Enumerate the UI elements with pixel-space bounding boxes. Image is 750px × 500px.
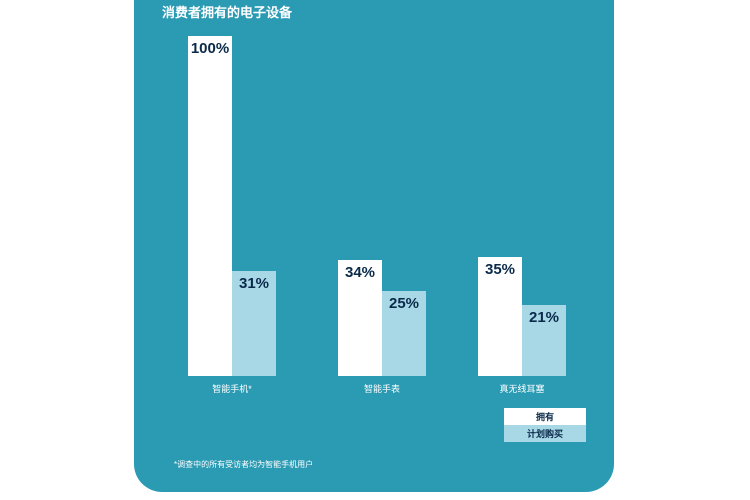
bar-chart: 100% 31% 智能手机* 34%25% 智能手表 35% 21% 真无线耳塞 (162, 35, 586, 395)
bar-value-label: 21% (522, 309, 566, 326)
category-label: 智能手表 (322, 382, 442, 395)
bar-value-label: 34% (338, 264, 382, 281)
bar-value-label: 31% (232, 275, 276, 292)
bars-container: 35% 21% (462, 36, 582, 376)
bars-container: 100% 31% (172, 36, 292, 376)
chart-card: 消费者拥有的电子设备 100% 31% 智能手机* 34%25% 智能手表 35% 21% 真… (134, 0, 614, 492)
bar-own: 100% (188, 36, 232, 376)
legend-item-plan: 计划购买 (504, 425, 586, 442)
bar-plan: 25% (382, 291, 426, 376)
chart-title: 消费者拥有的电子设备 (162, 2, 586, 21)
bar-value-label: 25% (382, 295, 426, 312)
category-label: 智能手机* (172, 382, 292, 395)
bars-container: 34%25% (322, 36, 442, 376)
bar-own: 35% (478, 257, 522, 376)
bar-own: 34% (338, 260, 382, 376)
bar-group: 34%25% 智能手表 (322, 36, 442, 395)
bar-plan: 31% (232, 271, 276, 376)
legend-item-own: 拥有 (504, 408, 586, 425)
category-label: 真无线耳塞 (462, 382, 582, 395)
chart-footnote: *调查中的所有受访者均为智能手机用户 (174, 459, 313, 470)
bar-group: 35% 21% 真无线耳塞 (462, 36, 582, 395)
bar-plan: 21% (522, 305, 566, 376)
bar-value-label: 35% (478, 261, 522, 278)
bar-value-label: 100% (188, 40, 232, 57)
legend: 拥有计划购买 (504, 408, 586, 442)
bar-group: 100% 31% 智能手机* (172, 36, 292, 395)
